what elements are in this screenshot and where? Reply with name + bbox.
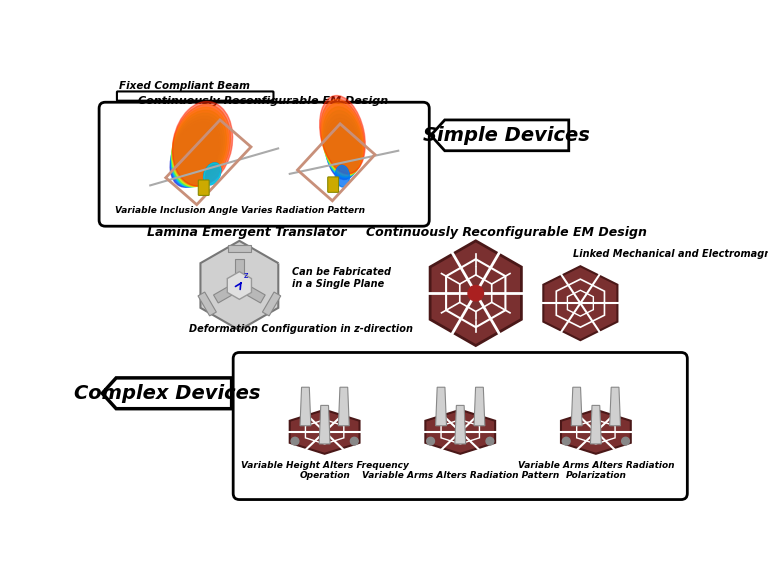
- Polygon shape: [591, 406, 601, 444]
- FancyBboxPatch shape: [198, 180, 209, 195]
- Ellipse shape: [172, 110, 227, 187]
- Polygon shape: [435, 387, 446, 426]
- Polygon shape: [200, 241, 278, 330]
- Ellipse shape: [323, 111, 362, 177]
- Polygon shape: [425, 410, 495, 454]
- Polygon shape: [227, 272, 251, 300]
- Polygon shape: [474, 387, 485, 426]
- Circle shape: [291, 437, 299, 445]
- FancyBboxPatch shape: [117, 92, 273, 101]
- Text: Fixed Compliant Beam: Fixed Compliant Beam: [119, 81, 250, 90]
- Text: Lamina Emergent Translator: Lamina Emergent Translator: [147, 226, 347, 239]
- Ellipse shape: [323, 107, 362, 176]
- Circle shape: [468, 286, 484, 301]
- Circle shape: [486, 437, 494, 445]
- Text: Variable Height Alters Frequency
Operation: Variable Height Alters Frequency Operati…: [240, 461, 409, 480]
- Polygon shape: [290, 410, 359, 454]
- Circle shape: [350, 437, 358, 445]
- Polygon shape: [319, 406, 330, 444]
- Ellipse shape: [172, 107, 228, 187]
- Ellipse shape: [204, 163, 221, 185]
- Polygon shape: [561, 410, 631, 454]
- Ellipse shape: [336, 165, 349, 187]
- Polygon shape: [263, 292, 281, 316]
- Text: Linked Mechanical and Electromagnetic: Linked Mechanical and Electromagnetic: [573, 248, 768, 259]
- Polygon shape: [430, 241, 521, 346]
- Polygon shape: [198, 292, 217, 316]
- Text: Can be Fabricated
in a Single Plane: Can be Fabricated in a Single Plane: [292, 267, 391, 289]
- Ellipse shape: [204, 163, 221, 185]
- Ellipse shape: [336, 165, 349, 187]
- Polygon shape: [237, 282, 265, 303]
- Text: Variable Arms Alters Radiation Pattern: Variable Arms Alters Radiation Pattern: [362, 471, 559, 480]
- Polygon shape: [455, 406, 465, 444]
- Polygon shape: [339, 387, 349, 426]
- Polygon shape: [228, 245, 251, 252]
- Ellipse shape: [322, 103, 363, 175]
- Ellipse shape: [319, 96, 366, 173]
- Ellipse shape: [204, 163, 221, 185]
- Circle shape: [621, 437, 630, 445]
- Polygon shape: [102, 378, 232, 409]
- FancyBboxPatch shape: [99, 102, 429, 226]
- Text: Simple Devices: Simple Devices: [423, 126, 590, 145]
- Polygon shape: [235, 259, 244, 286]
- Ellipse shape: [324, 114, 360, 178]
- Polygon shape: [300, 387, 311, 426]
- Ellipse shape: [170, 122, 219, 187]
- Text: z: z: [244, 271, 248, 280]
- Circle shape: [427, 437, 435, 445]
- Text: Complex Devices: Complex Devices: [74, 384, 260, 403]
- Polygon shape: [431, 120, 569, 151]
- FancyBboxPatch shape: [328, 177, 339, 192]
- FancyBboxPatch shape: [233, 353, 687, 499]
- Text: Variable Arms Alters Radiation
Polarization: Variable Arms Alters Radiation Polarizat…: [518, 461, 674, 480]
- Ellipse shape: [204, 163, 221, 185]
- Polygon shape: [543, 266, 617, 340]
- Ellipse shape: [336, 165, 349, 187]
- Ellipse shape: [172, 104, 230, 187]
- Ellipse shape: [325, 118, 359, 179]
- Ellipse shape: [321, 99, 364, 175]
- Ellipse shape: [170, 119, 220, 187]
- Ellipse shape: [171, 113, 224, 187]
- Text: Continuously Reconfigurable EM Design: Continuously Reconfigurable EM Design: [137, 96, 388, 106]
- Polygon shape: [214, 282, 242, 303]
- Polygon shape: [571, 387, 582, 426]
- Text: Deformation Configuration in z-direction: Deformation Configuration in z-direction: [189, 324, 413, 334]
- Ellipse shape: [171, 116, 223, 187]
- Ellipse shape: [326, 122, 359, 180]
- Circle shape: [562, 437, 570, 445]
- Text: Continuously Reconfigurable EM Design: Continuously Reconfigurable EM Design: [366, 226, 647, 239]
- Text: Variable Inclusion Angle Varies Radiation Pattern: Variable Inclusion Angle Varies Radiatio…: [115, 206, 366, 215]
- Ellipse shape: [173, 101, 233, 186]
- Polygon shape: [610, 387, 621, 426]
